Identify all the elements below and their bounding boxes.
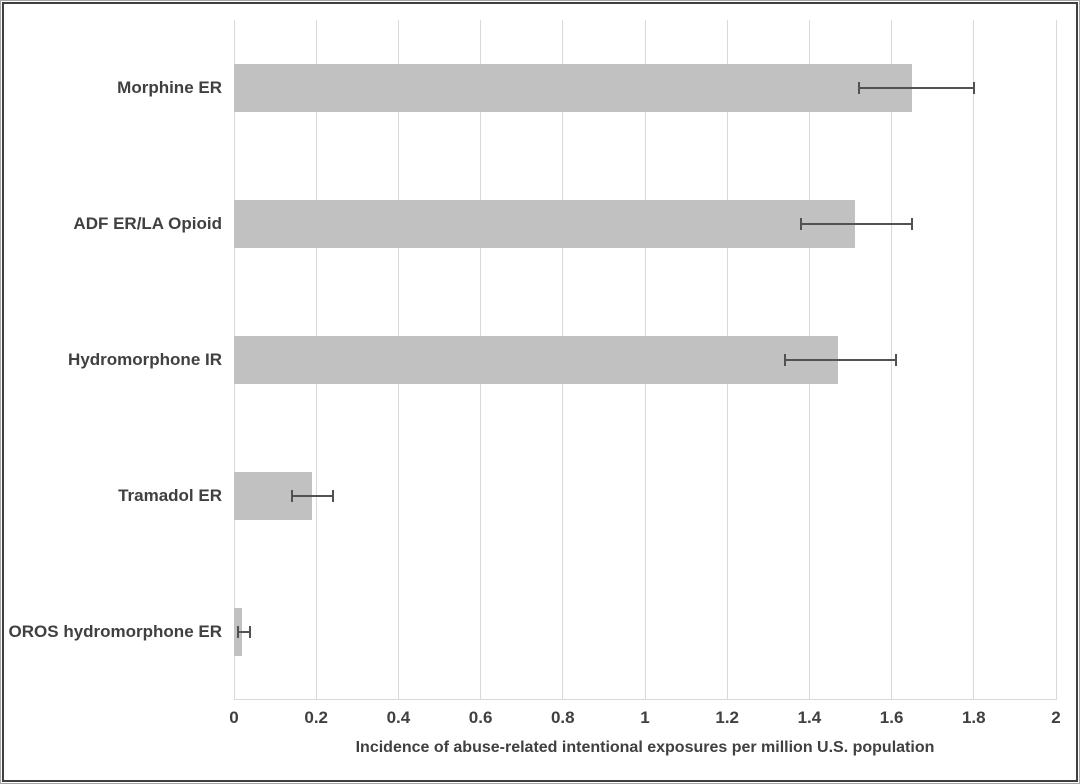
category-label: OROS hydromorphone ER: [8, 622, 222, 641]
error-bar-cap: [237, 626, 240, 638]
error-bar-cap: [331, 490, 334, 502]
x-axis-line: [234, 699, 1056, 700]
error-bar-cap: [857, 82, 860, 94]
x-tick-label: 0: [229, 708, 239, 727]
x-tick-label: 1.4: [797, 708, 822, 727]
category-label: Morphine ER: [117, 78, 222, 97]
error-bar-cap: [783, 354, 786, 366]
x-tick-label: 1.8: [961, 708, 986, 727]
bar: [234, 64, 913, 112]
category-label: Tramadol ER: [118, 486, 222, 505]
gridline: [1055, 20, 1057, 700]
error-bar-cap: [894, 354, 897, 366]
error-bar: [801, 223, 913, 225]
error-bar-cap: [249, 626, 252, 638]
x-tick-label: 2: [1051, 708, 1061, 727]
bar: [234, 336, 839, 384]
category-label: ADF ER/LA Opioid: [73, 214, 222, 233]
error-bar-cap: [911, 218, 914, 230]
error-bar: [291, 495, 333, 497]
x-tick-label: 0.8: [550, 708, 575, 727]
x-tick-label: 0.6: [468, 708, 493, 727]
error-bar-cap: [290, 490, 293, 502]
error-bar-cap: [972, 82, 975, 94]
error-bar: [784, 359, 896, 361]
error-bar-cap: [800, 218, 803, 230]
x-tick-label: 1.2: [715, 708, 739, 727]
error-bar: [858, 87, 974, 89]
x-tick-label: 1: [640, 708, 650, 727]
bar: [234, 200, 855, 248]
x-axis-title: Incidence of abuse-related intentional e…: [355, 739, 935, 756]
error-bar: [238, 631, 251, 633]
gridline: [973, 20, 975, 700]
x-tick-label: 0.4: [386, 708, 411, 727]
plot-area: [233, 20, 1057, 700]
category-label: Hydromorphone IR: [68, 350, 222, 369]
x-tick-label: 1.6: [879, 708, 904, 727]
x-tick-label: 0.2: [304, 708, 328, 727]
